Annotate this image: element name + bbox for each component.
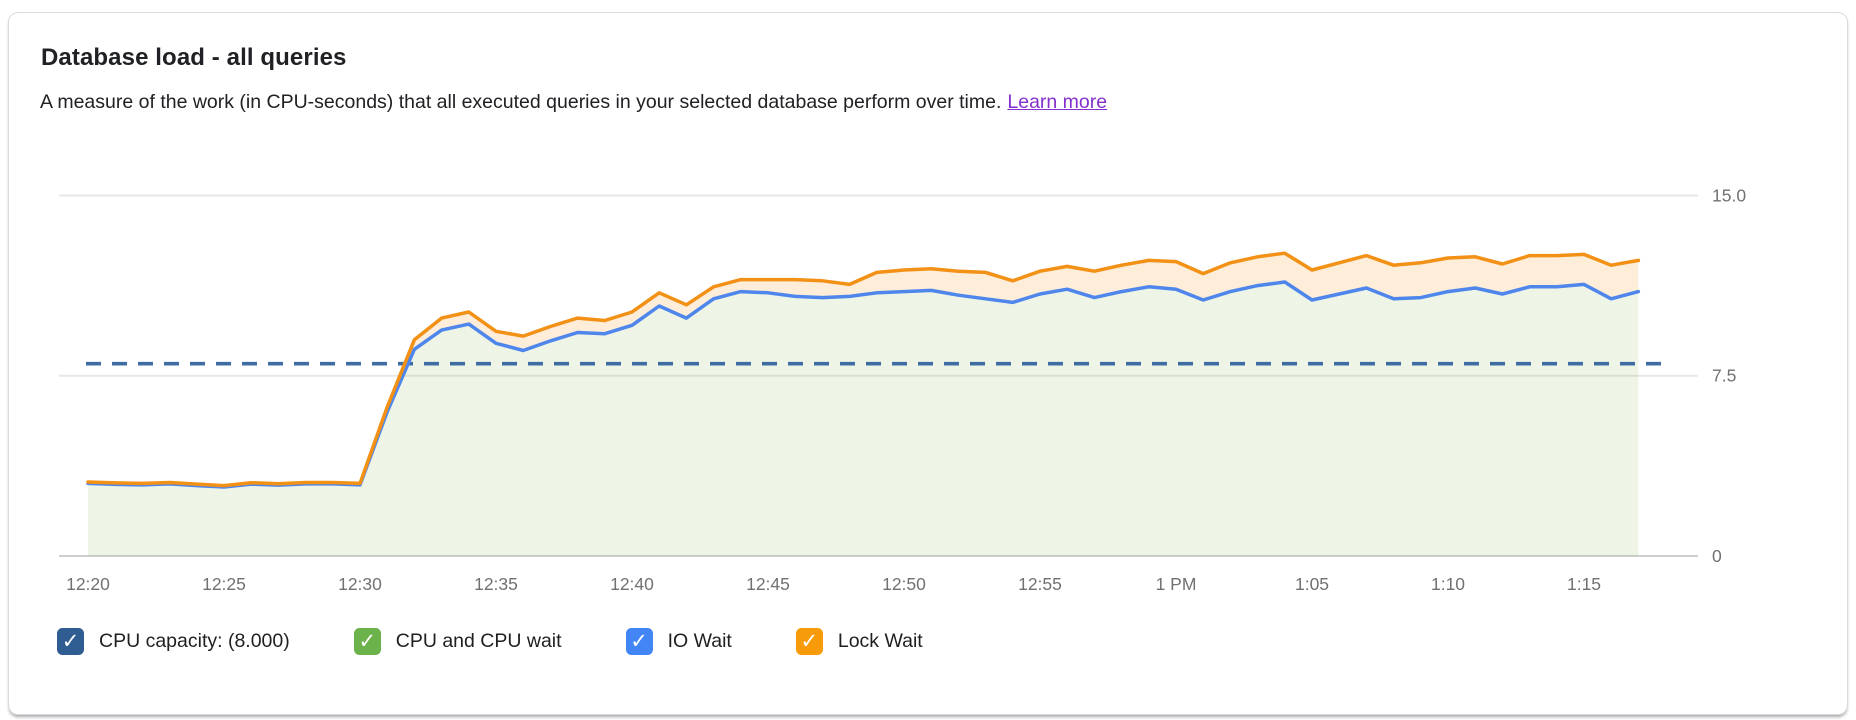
legend-item-cpu-and-cpu-wait[interactable]: ✓ CPU and CPU wait: [353, 628, 562, 655]
legend-checkbox[interactable]: ✓: [625, 628, 653, 655]
legend-item-cpu-capacity-8-000[interactable]: ✓ CPU capacity: (8.000): [57, 628, 290, 655]
legend-item-lock-wait[interactable]: ✓ Lock Wait: [795, 628, 923, 655]
learn-more-link[interactable]: Learn more: [1007, 91, 1108, 113]
legend-label: IO Wait: [667, 630, 732, 652]
x-axis-tick-label: 12:35: [474, 574, 518, 594]
y-axis-tick-label: 7.5: [1712, 366, 1736, 386]
x-axis-tick-label: 12:55: [1018, 574, 1062, 594]
y-axis-tick-label: 0: [1712, 546, 1722, 566]
x-axis-tick-label: 1:05: [1295, 574, 1329, 594]
legend-label: Lock Wait: [837, 630, 923, 652]
x-axis-tick-label: 12:20: [66, 574, 110, 594]
x-axis-tick-label: 12:45: [746, 574, 790, 594]
y-axis-tick-label: 15.0: [1712, 185, 1746, 205]
x-axis-tick-label: 1:10: [1431, 574, 1465, 594]
legend-checkbox[interactable]: ✓: [353, 628, 381, 655]
legend-checkbox[interactable]: ✓: [795, 628, 823, 655]
check-icon: ✓: [630, 630, 648, 653]
lock-wait-line: [86, 251, 1641, 488]
legend-label: CPU and CPU wait: [395, 630, 562, 652]
x-axis-tick-label: 12:30: [338, 574, 382, 594]
x-axis-tick-label: 1:15: [1567, 574, 1601, 594]
check-icon: ✓: [61, 630, 80, 653]
x-axis-tick-label: 12:25: [202, 574, 246, 594]
check-icon: ✓: [800, 630, 819, 653]
check-icon: ✓: [358, 630, 377, 653]
chart-title: Database load - all queries: [41, 44, 347, 71]
legend-checkbox[interactable]: ✓: [57, 628, 84, 655]
cpu-and-cpu-wait-area-fill: [88, 282, 1639, 556]
legend-item-io-wait[interactable]: ✓ IO Wait: [625, 628, 732, 655]
x-axis-tick-label: 12:40: [610, 574, 654, 594]
chart-plot-area[interactable]: [59, 180, 1698, 558]
chart-subtitle: A measure of the work (in CPU-seconds) t…: [40, 91, 1107, 114]
lock-wait-band-fill: [88, 253, 1639, 487]
chart-legend: ✓ CPU capacity: (8.000) ✓ CPU and CPU wait ✓…: [57, 628, 923, 655]
x-axis-tick-label: 12:50: [882, 574, 926, 594]
x-axis-tick-label: 1 PM: [1156, 574, 1197, 594]
chart-subtitle-text: A measure of the work (in CPU-seconds) t…: [40, 91, 1002, 113]
legend-label: CPU capacity: (8.000): [99, 630, 290, 652]
